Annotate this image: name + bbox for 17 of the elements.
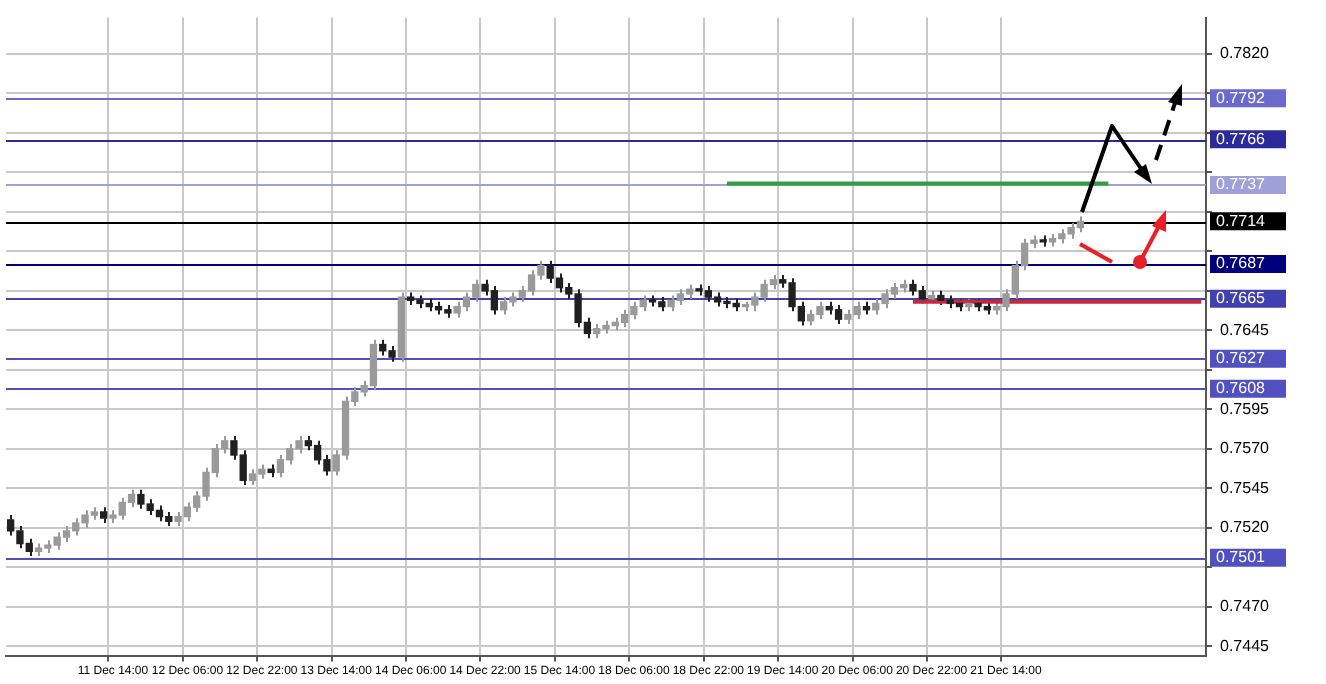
ref-line-label: 0.7714 (1216, 211, 1267, 230)
y-tick-label: 0.7570 (1220, 439, 1271, 458)
y-tick-label: 0.7820 (1220, 44, 1271, 63)
y-tick-label: 0.7645 (1220, 320, 1271, 339)
ref-line-label: 0.7737 (1216, 175, 1267, 194)
ref-line-label: 0.7792 (1216, 88, 1267, 107)
y-tick-label: 0.7595 (1220, 399, 1271, 418)
y-tick-label: 0.7520 (1220, 518, 1271, 537)
ref-line-label: 0.7627 (1216, 349, 1267, 368)
ref-line-label: 0.7665 (1216, 289, 1267, 308)
y-tick-label: 0.7470 (1220, 597, 1271, 616)
ref-line-label: 0.7687 (1216, 254, 1267, 273)
ref-line-label: 0.7766 (1216, 129, 1267, 148)
ref-line-label: 0.7608 (1216, 379, 1267, 398)
ref-line-label: 0.7501 (1216, 548, 1267, 567)
y-tick-label: 0.7445 (1220, 636, 1271, 655)
y-tick-label: 0.7545 (1220, 478, 1271, 497)
